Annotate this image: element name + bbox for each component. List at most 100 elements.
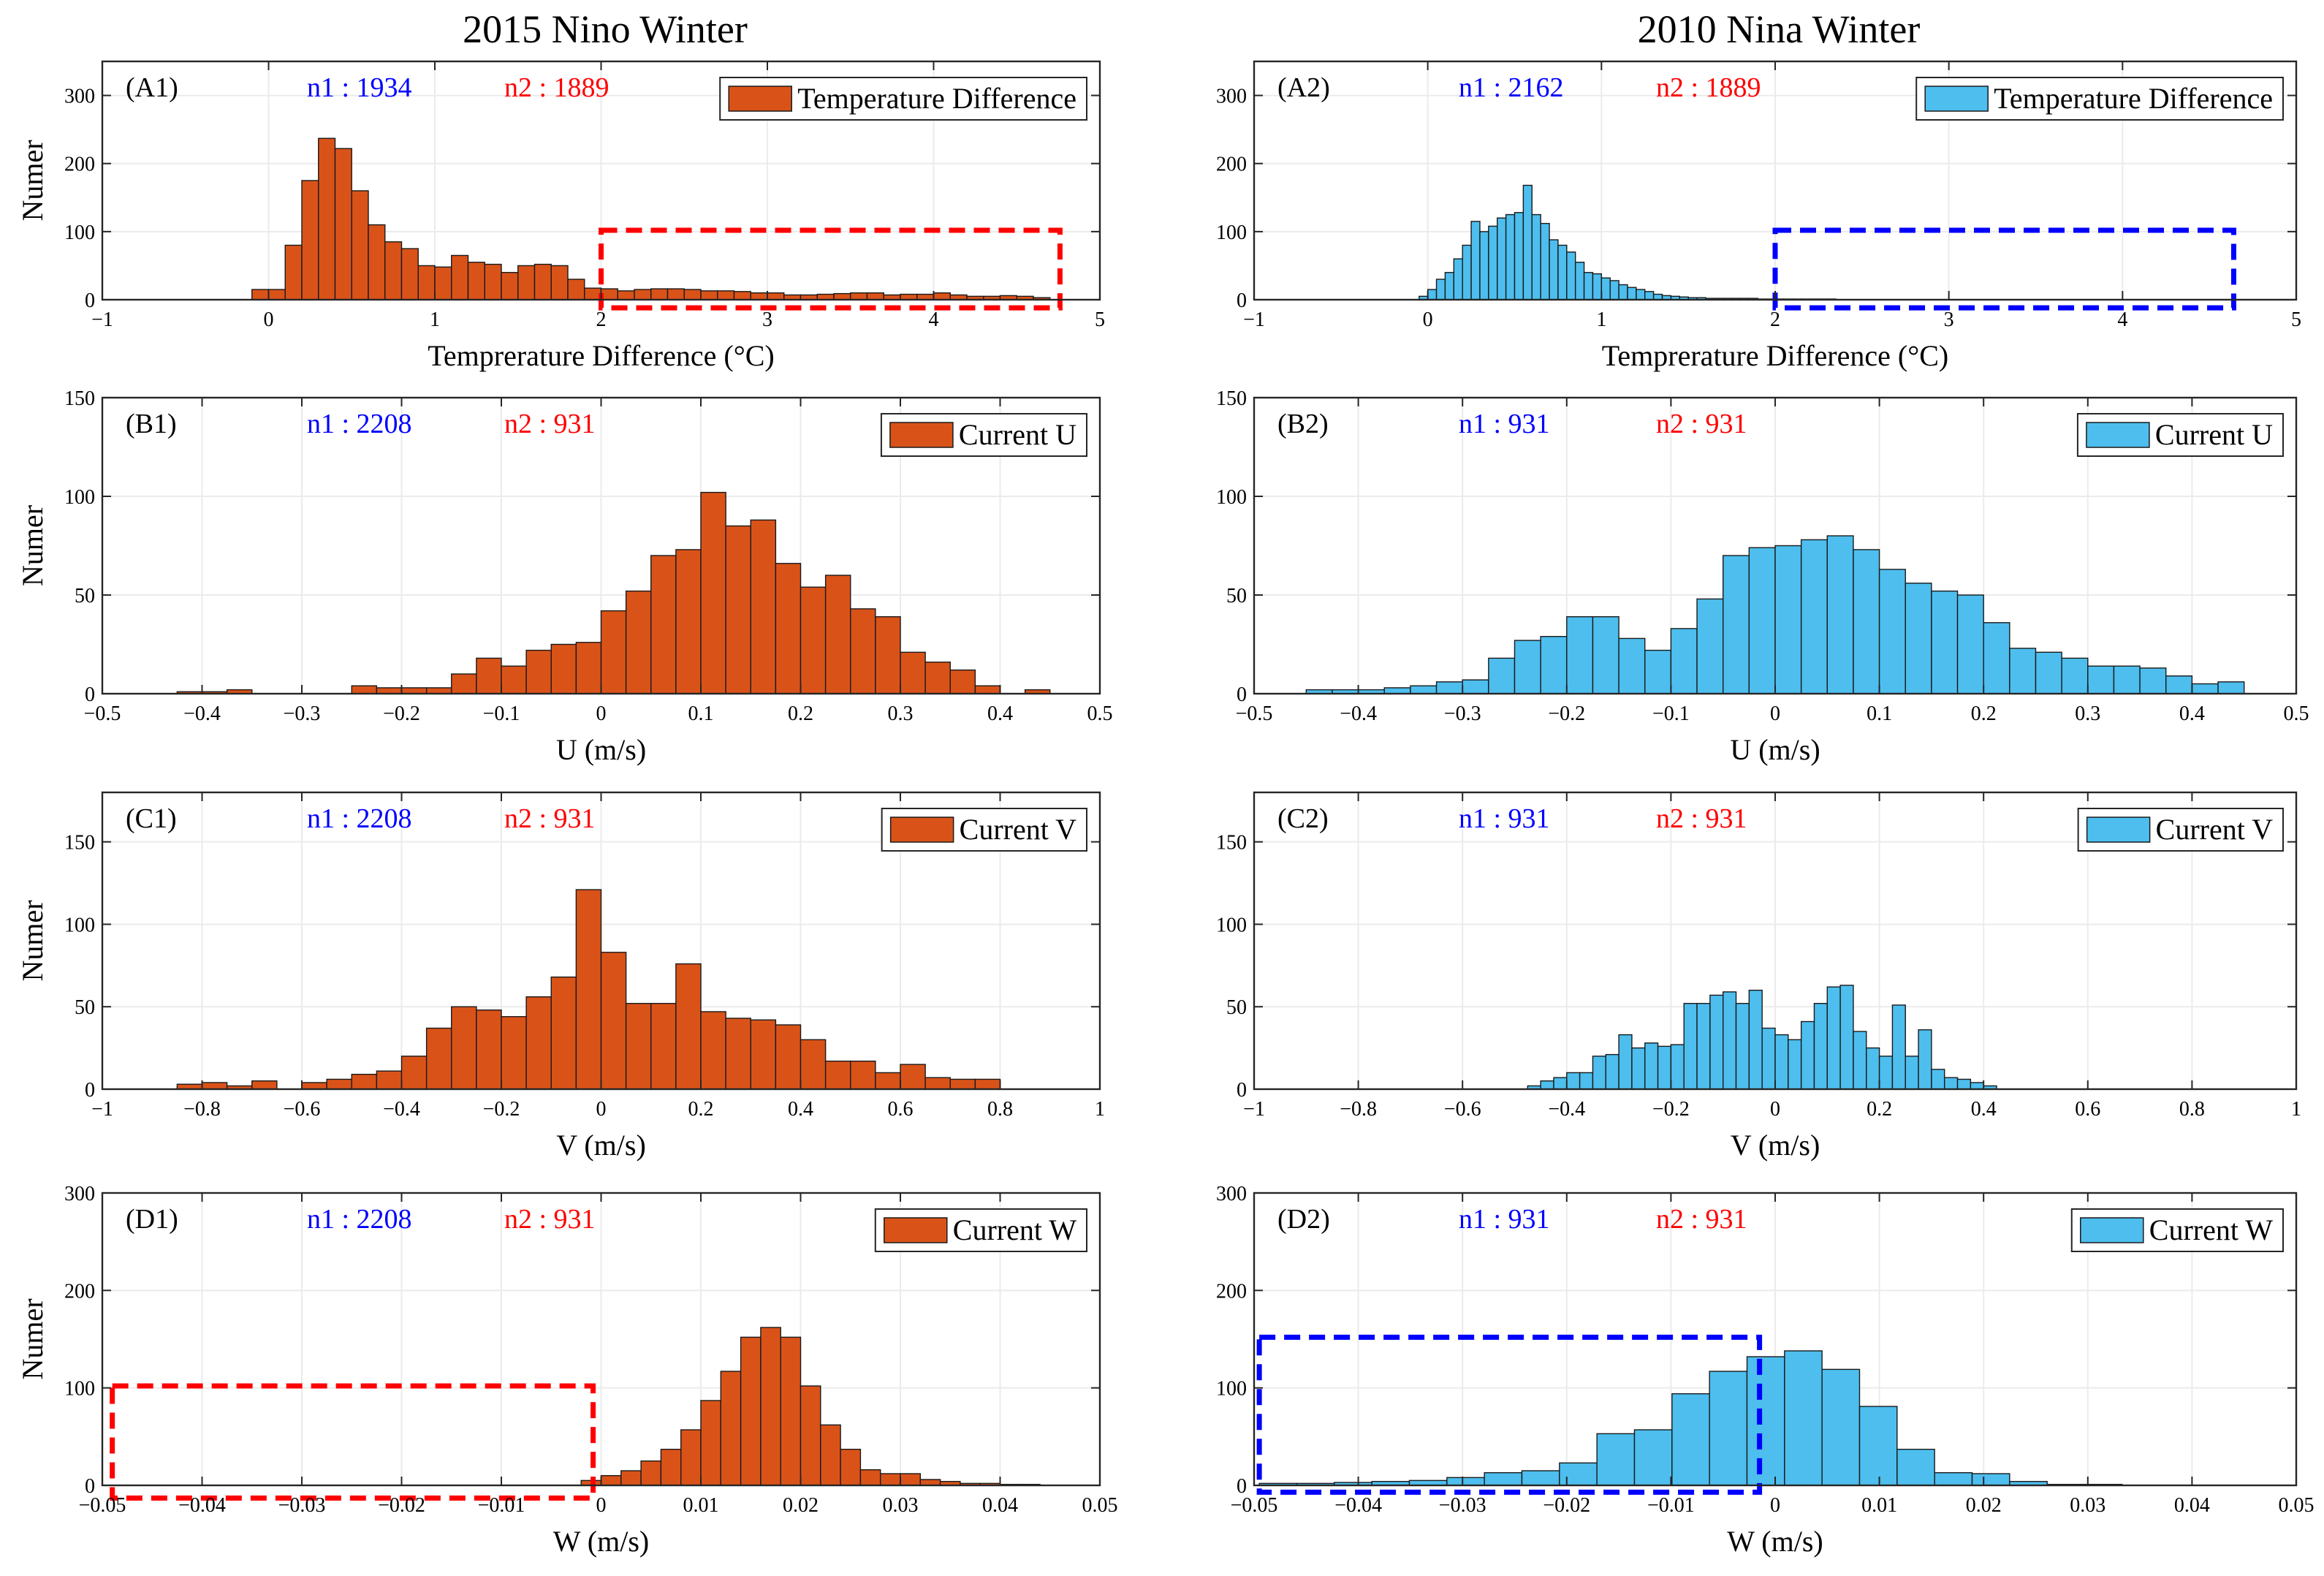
legend-label-d2: Current W: [2149, 1213, 2273, 1246]
panel-d1: −0.05 −0.04 −0.03 −0.02 −0.01 0 0.01 0.02 0.03 0.…: [16, 1183, 1118, 1558]
bar-c2-12: [1683, 1003, 1698, 1090]
bar-b2-4: [1410, 685, 1438, 694]
bar-c1-6: [326, 1078, 352, 1090]
bar-d1-12: [820, 1424, 841, 1486]
bar-d2-19: [1971, 1473, 2010, 1486]
bar-c1-3: [251, 1080, 278, 1090]
panel-b2: −0.5 −0.4 −0.3 −0.2 −0.1 0 0.1 0.2 0.3 0.4 0.5 0 50 1…: [1216, 387, 2309, 766]
bar-d1-11: [800, 1385, 821, 1486]
xtick-label-b1-8: 0.3: [888, 702, 914, 725]
bar-b1-16: [575, 642, 602, 694]
bar-d2-6: [1484, 1471, 1523, 1486]
bar-b2-14: [1670, 628, 1698, 694]
bar-a2-13: [1531, 213, 1541, 300]
ytick-label-c1-3: 150: [64, 832, 95, 855]
bar-b1-27: [850, 608, 876, 694]
bar-c2-23: [1826, 986, 1841, 1090]
bar-c1-16: [575, 889, 602, 1090]
bar-a1-12: [451, 254, 469, 300]
bar-b1-22: [725, 525, 751, 694]
bar-a1-25: [667, 288, 685, 300]
bar-d2-8: [1559, 1462, 1598, 1486]
bar-a2-26: [1644, 291, 1655, 300]
legend-swatch-c2: [2086, 817, 2151, 843]
bar-d1-1: [600, 1474, 622, 1486]
bar-c2-2: [1553, 1077, 1568, 1090]
bar-c1-26: [824, 1060, 851, 1090]
bar-a1-22: [617, 290, 635, 300]
ytick-label-b2-2: 100: [1216, 486, 1247, 509]
n2-annotation-a1: n2 : 1889: [504, 72, 610, 103]
xtick-label-d1-0: −0.05: [79, 1494, 126, 1517]
bar-b1-23: [750, 519, 777, 694]
panel-label-a1: (A1): [126, 72, 178, 103]
xtick-label-a2-6: 5: [2291, 308, 2301, 331]
bar-c2-17: [1748, 989, 1763, 1090]
xtick-label-b2-2: −0.3: [1444, 702, 1481, 725]
bar-b2-26: [1983, 622, 2010, 694]
ytick-label-b2-1: 50: [1226, 585, 1247, 607]
panel-b1: −0.5 −0.4 −0.3 −0.2 −0.1 0 0.1 0.2 0.3 0.4 0.5 0 50 1…: [16, 387, 1113, 766]
bar-d2-10: [1633, 1429, 1673, 1486]
bar-c2-15: [1722, 991, 1737, 1090]
bar-b1-9: [400, 687, 428, 694]
xtick-label-c1-0: −1: [91, 1098, 113, 1121]
xtick-label-c2-0: −1: [1243, 1098, 1265, 1121]
xtick-label-b1-7: 0.2: [788, 702, 813, 725]
bar-a1-13: [467, 262, 485, 300]
xtick-label-d2-4: −0.01: [1647, 1494, 1695, 1517]
bar-a1-10: [417, 265, 436, 300]
legend-swatch-b1: [889, 422, 954, 448]
xtick-label-b1-1: −0.4: [183, 702, 221, 725]
bar-a1-24: [650, 288, 669, 300]
legend-a1: Temperature Difference: [719, 77, 1087, 121]
xtick-label-c1-9: 0.8: [987, 1098, 1013, 1121]
bar-a2-22: [1609, 280, 1619, 300]
xtick-label-a2-4: 3: [1944, 308, 1954, 331]
xtick-label-c2-10: 1: [2291, 1098, 2301, 1121]
ytick-label-d2-0: 0: [1237, 1475, 1247, 1498]
xtick-label-b1-5: 0: [596, 702, 607, 725]
ytick-label-d2-1: 100: [1216, 1378, 1247, 1401]
bar-a1-1: [267, 289, 286, 300]
bar-c2-4: [1579, 1072, 1594, 1090]
ytick-label-c2-2: 100: [1216, 914, 1247, 936]
ytick-label-a1-3: 300: [64, 86, 95, 108]
bar-a1-41: [933, 292, 951, 300]
bar-b1-11: [451, 673, 477, 694]
bar-b1-30: [924, 662, 951, 694]
bar-b2-17: [1748, 547, 1776, 694]
xtick-label-d1-7: 0.02: [783, 1494, 819, 1517]
bar-b1-17: [600, 610, 627, 694]
bar-a2-20: [1592, 273, 1603, 300]
ytick-label-b1-0: 0: [85, 683, 95, 706]
bar-a1-11: [434, 266, 452, 300]
xtick-label-a1-5: 4: [929, 308, 939, 331]
bar-a1-7: [368, 224, 386, 300]
panel-label-b1: (B1): [126, 409, 177, 439]
bar-a1-19: [567, 279, 585, 300]
ytick-label-c1-1: 50: [75, 996, 95, 1019]
xtick-label-a1-6: 5: [1095, 308, 1105, 331]
bar-a1-31: [767, 292, 785, 300]
bar-c2-5: [1592, 1056, 1606, 1090]
x-axis-label-b1: U (m/s): [556, 733, 646, 766]
bar-b2-11: [1592, 616, 1619, 694]
legend-b2: Current U: [2076, 413, 2284, 457]
xtick-label-b2-5: 0: [1770, 702, 1780, 725]
bar-a1-4: [318, 137, 336, 300]
xtick-label-d2-6: 0.01: [1861, 1494, 1897, 1517]
ytick-label-c2-1: 50: [1226, 996, 1247, 1019]
bar-b2-19: [1800, 539, 1828, 694]
xtick-label-c2-4: −0.2: [1652, 1098, 1690, 1121]
bar-a1-36: [850, 292, 868, 300]
bar-c2-13: [1696, 1003, 1711, 1090]
bar-b1-32: [974, 685, 1001, 694]
bar-d1-14: [859, 1469, 881, 1486]
bar-c2-33: [1956, 1078, 1972, 1090]
bar-d2-13: [1746, 1356, 1785, 1486]
bar-c1-23: [750, 1019, 777, 1090]
x-axis-label-d2: W (m/s): [1727, 1525, 1823, 1558]
legend-swatch-a2: [1924, 86, 1989, 112]
